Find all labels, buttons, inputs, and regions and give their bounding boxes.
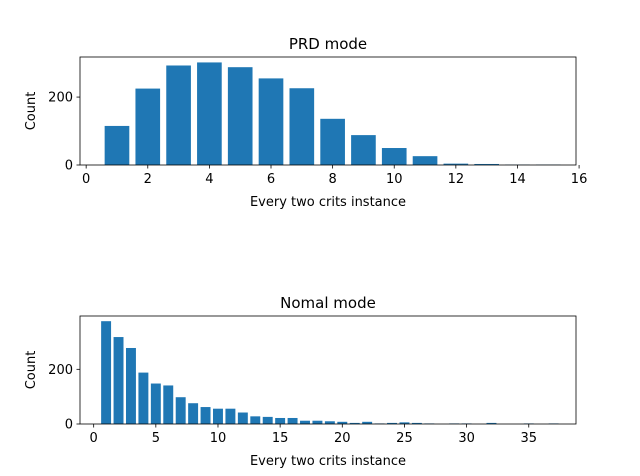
x-tick-label: 35: [520, 431, 537, 446]
bar: [258, 78, 284, 165]
bar: [412, 156, 438, 165]
bar: [349, 422, 360, 424]
bar: [275, 417, 286, 424]
bar: [150, 383, 161, 424]
bar: [113, 337, 124, 424]
bar: [474, 163, 499, 165]
bar: [411, 422, 422, 424]
bar: [227, 67, 253, 165]
x-tick-label: 2: [144, 172, 152, 187]
chart-title: Nomal mode: [280, 294, 376, 312]
bar: [262, 416, 273, 424]
x-axis-ticks: 0 5 10 15 20 25 30 35: [90, 424, 537, 446]
y-tick-label: 200: [48, 91, 73, 106]
bar: [200, 407, 211, 424]
bar: [320, 118, 345, 165]
x-axis-label: Every two crits instance: [250, 454, 406, 469]
bar: [166, 65, 191, 165]
bar: [250, 416, 261, 424]
y-tick-label: 0: [65, 418, 73, 433]
x-tick-label: 25: [396, 431, 413, 446]
x-tick-label: 0: [82, 172, 90, 187]
x-tick-label: 20: [334, 431, 351, 446]
x-tick-label: 14: [509, 172, 526, 187]
y-axis-ticks: 0 200: [48, 91, 80, 174]
x-axis-ticks: 0 2 4 6 8 10 12 14 16: [82, 165, 587, 187]
x-axis-label: Every two crits instance: [250, 195, 406, 210]
bar: [486, 422, 497, 424]
bar: [324, 421, 335, 424]
x-tick-label: 15: [272, 431, 289, 446]
chart-title: PRD mode: [289, 35, 367, 53]
x-tick-label: 5: [152, 431, 160, 446]
bar: [135, 88, 161, 165]
y-tick-label: 0: [65, 159, 73, 174]
y-tick-label: 200: [48, 363, 73, 378]
x-tick-label: 16: [571, 172, 588, 187]
y-axis-ticks: 0 200: [48, 363, 80, 433]
bar: [362, 421, 373, 424]
normal-chart: Nomal mode 0 5 10 15 20 25 30 35 0 200 Every two…: [24, 294, 577, 469]
y-axis-label: Count: [24, 92, 39, 131]
x-tick-label: 30: [458, 431, 475, 446]
bar: [197, 62, 222, 165]
plot-frame: [79, 56, 577, 166]
bar: [163, 385, 174, 424]
bar: [351, 135, 376, 165]
bar: [387, 422, 397, 424]
x-tick-label: 0: [90, 431, 98, 446]
bar: [399, 422, 410, 424]
x-tick-label: 10: [210, 431, 227, 446]
bar: [213, 408, 223, 424]
bar: [287, 417, 298, 424]
prd-chart: PRD mode 0 2 4 6 8 10 12 14 16 0 200 Every two cr…: [24, 35, 587, 210]
x-tick-label: 8: [328, 172, 336, 187]
bar: [225, 408, 236, 424]
x-tick-label: 6: [267, 172, 275, 187]
x-tick-label: 4: [205, 172, 213, 187]
bar: [101, 321, 112, 424]
bar: [188, 403, 199, 424]
bar: [289, 88, 315, 165]
bar: [312, 420, 323, 424]
x-tick-label: 10: [386, 172, 403, 187]
bar: [104, 125, 130, 165]
plot-frame: [79, 315, 577, 425]
bar: [237, 412, 248, 424]
bar: [138, 372, 149, 424]
x-tick-label: 12: [448, 172, 465, 187]
bar-series: [104, 62, 561, 165]
bar: [381, 148, 407, 165]
bar: [300, 420, 310, 424]
y-axis-label: Count: [24, 351, 39, 390]
bar-series: [101, 321, 559, 424]
bar: [125, 347, 136, 424]
bar: [175, 397, 186, 424]
bar: [337, 421, 348, 424]
bar: [443, 163, 469, 165]
